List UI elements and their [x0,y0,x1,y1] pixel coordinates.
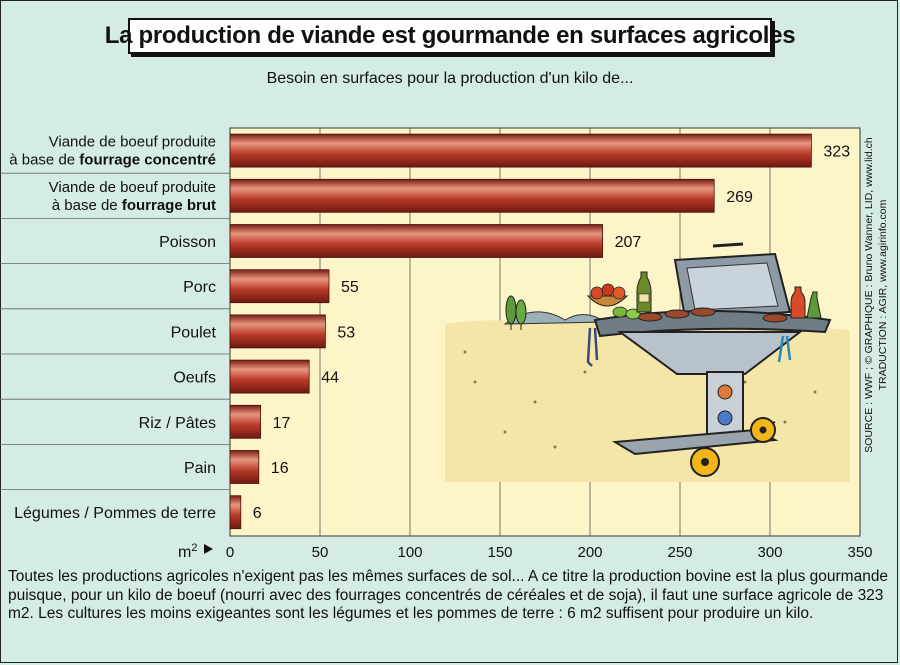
grill-knob-bottom [717,410,733,426]
caption-text: Toutes les productions agricoles n'exige… [8,568,889,622]
bar [229,314,326,349]
value-label: 323 [823,144,850,161]
bars [229,133,812,530]
grill-body [616,331,803,375]
page-title: La production de viande est gourmande en… [105,18,796,54]
grill-lid-handle [712,242,744,248]
x-tick-label: 350 [847,544,872,561]
svg-text:m2: m2 [178,542,197,561]
sausages [637,307,788,323]
category-label: Viande de boeuf produite [49,134,216,151]
soil-dots [463,350,817,449]
bar [229,133,812,168]
x-axis-arrow-icon [204,544,213,554]
category-label: Riz / Pâtes [139,415,216,432]
bar [229,269,330,304]
value-label: 17 [273,415,291,432]
fruits [590,283,626,300]
source-line-2: TRADUCTION : AGIR, www.agirinfo.com [877,199,889,391]
value-labels: 323 269 207 55 53 44 17 16 6 [253,144,850,523]
sauce-bottle-green [806,291,822,319]
chart-subtitle: Besoin en surfaces pour la production d'… [266,70,634,87]
value-label: 16 [271,460,289,477]
bar [229,495,242,530]
x-tick-label: 50 [312,544,329,561]
category-label: Viande de boeuf produite [49,179,216,196]
category-label: Poulet [171,324,217,341]
bar [229,224,604,258]
value-label: 207 [615,234,642,251]
category-label: Oeufs [173,370,216,387]
x-tick-labels: 0 50 100 150 200 250 300 350 [226,544,873,561]
x-axis-unit-label: m [178,544,191,561]
source-line-1: SOURCE : WWF ; © GRAPHIQUE : Bruno Wanne… [863,137,875,453]
x-tick-label: 250 [667,544,692,561]
wine-bottle [636,271,652,313]
category-label: Légumes / Pommes de terre [14,505,216,522]
category-label-line2: à base de fourrage brut [52,197,216,214]
bar [229,404,262,439]
cypress-trees [505,295,527,330]
value-label: 53 [337,324,355,341]
value-label: 44 [321,370,339,387]
x-tick-label: 200 [577,544,602,561]
grill-knob-top [717,384,733,400]
x-axis-unit-superscript: 2 [191,542,197,554]
sauce-bottle [790,286,806,319]
grill-tongs [586,327,599,367]
x-tick-label: 150 [487,544,512,561]
barbecue-illustration [445,242,850,482]
x-tick-label: 100 [397,544,422,561]
value-label: 55 [341,279,359,296]
category-label-line2: à base de fourrage concentré [9,152,216,169]
category-label: Pain [184,460,216,477]
x-tick-label: 0 [226,544,234,561]
bar [229,450,260,484]
value-label: 269 [726,189,753,206]
bar [229,178,715,213]
value-label: 6 [253,505,262,522]
source-credits: SOURCE : WWF ; © GRAPHIQUE : Bruno Wanne… [862,130,896,460]
grill-cart-base [611,428,779,456]
category-label: Poisson [159,234,216,251]
category-label: Porc [183,279,216,296]
bar [229,359,310,394]
row-separators [0,172,230,491]
x-axis-unit: m2 [178,542,213,561]
grill-fork [777,335,792,363]
x-tick-label: 300 [757,544,782,561]
